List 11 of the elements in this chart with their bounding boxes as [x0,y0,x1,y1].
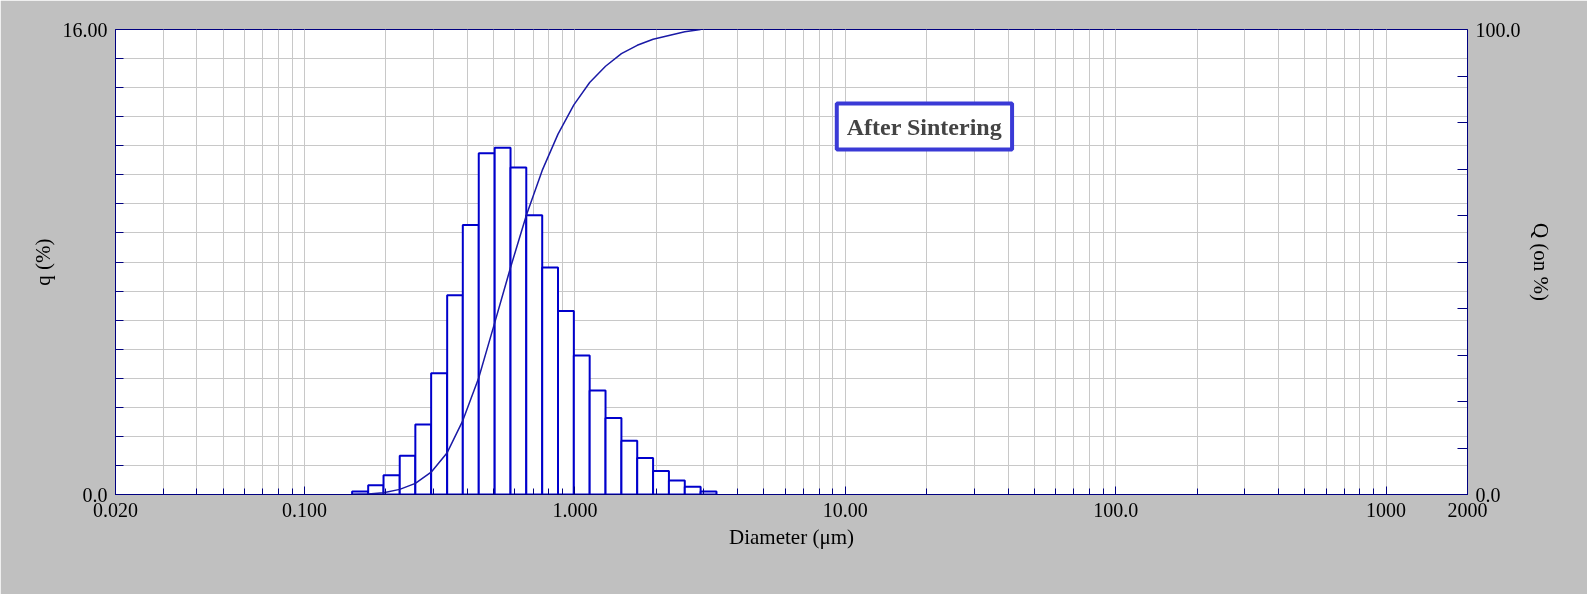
y-axis-title: q (%) [30,238,55,286]
x-tick-label: 0.100 [282,498,327,521]
y-tick-label: 16.00 [62,18,108,41]
annotation: After Sintering [846,113,1002,140]
y2-tick-label: 100.0 [1475,18,1521,41]
x-tick-label: 1.000 [552,498,598,521]
x-tick-label: 100.0 [1093,498,1139,521]
y2-axis-title: Q (on %) [1528,222,1553,302]
x-tick-label: 1000 [1366,498,1407,521]
x-axis-title: Diameter (μm) [729,524,854,549]
x-tick-label: 10.00 [822,498,868,521]
